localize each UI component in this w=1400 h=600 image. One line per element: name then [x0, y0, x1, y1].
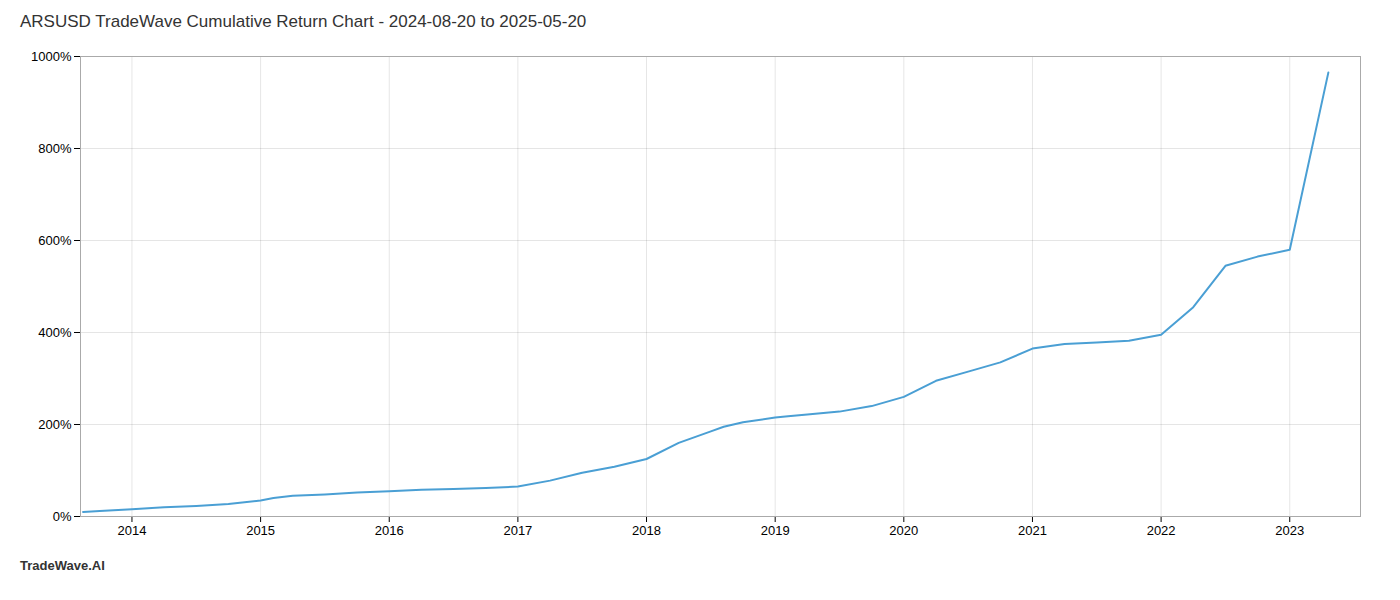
svg-text:2016: 2016 — [375, 523, 404, 538]
svg-text:1000%: 1000% — [31, 49, 72, 64]
svg-text:2021: 2021 — [1018, 523, 1047, 538]
svg-text:800%: 800% — [38, 141, 72, 156]
svg-text:600%: 600% — [38, 233, 72, 248]
svg-text:2023: 2023 — [1275, 523, 1304, 538]
svg-text:200%: 200% — [38, 417, 72, 432]
svg-text:2019: 2019 — [761, 523, 790, 538]
svg-text:2015: 2015 — [246, 523, 275, 538]
svg-text:0%: 0% — [53, 509, 72, 524]
svg-text:400%: 400% — [38, 325, 72, 340]
svg-text:2022: 2022 — [1147, 523, 1176, 538]
html-text:ARSUSD TradeWave Cumulative Re: ARSUSD TradeWave Cumulative Return Chart… — [20, 12, 587, 31]
html-text:TradeWave.AI: TradeWave.AI — [20, 558, 105, 573]
svg-text:2017: 2017 — [503, 523, 532, 538]
svg-text:2018: 2018 — [632, 523, 661, 538]
svg-text:2020: 2020 — [889, 523, 918, 538]
svg-text:2014: 2014 — [117, 523, 146, 538]
